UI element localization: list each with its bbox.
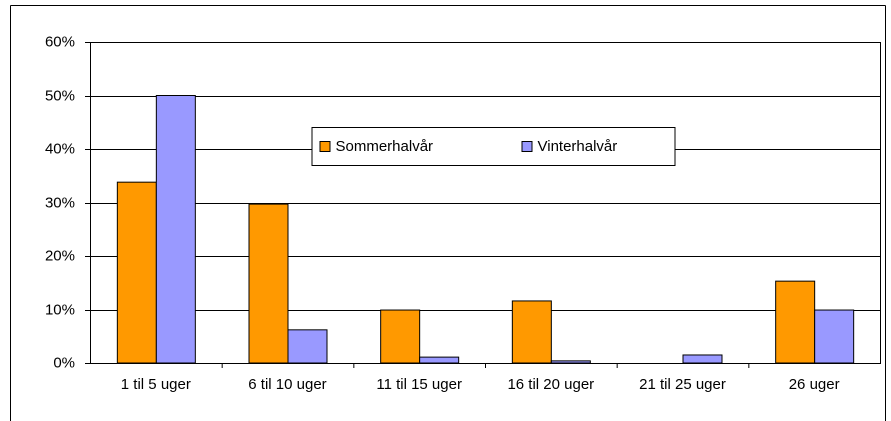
x-tick-label: 26 uger [789, 376, 840, 393]
bar [682, 354, 723, 364]
x-tick-label: 16 til 20 uger [507, 376, 594, 393]
x-tick-label: 6 til 10 uger [248, 376, 326, 393]
bar [287, 329, 328, 364]
legend-swatch [521, 141, 533, 152]
x-tick-label: 11 til 15 uger [376, 376, 462, 393]
y-tick-label: 50% [45, 87, 75, 104]
bar [248, 203, 289, 364]
bar [511, 300, 552, 364]
y-tick-label: 30% [45, 194, 75, 211]
y-tick-label: 0% [53, 354, 75, 371]
y-tick-label: 40% [45, 140, 75, 157]
x-tick-label: 21 til 25 uger [639, 376, 726, 393]
bar [550, 360, 591, 364]
y-tick-label: 10% [45, 301, 75, 318]
legend-label: Sommerhalvår [336, 138, 434, 155]
x-tick-label: 1 til 5 uger [121, 376, 191, 393]
y-tick-label: 60% [45, 33, 75, 50]
bar [116, 181, 157, 364]
bar [814, 309, 855, 364]
y-tick-label: 20% [45, 247, 75, 264]
bar [775, 280, 816, 364]
bar [419, 356, 460, 364]
bar [380, 309, 421, 364]
legend-label: Vinterhalvår [538, 138, 618, 155]
legend-box [311, 127, 676, 166]
bar [155, 95, 196, 364]
legend-swatch [319, 141, 331, 152]
